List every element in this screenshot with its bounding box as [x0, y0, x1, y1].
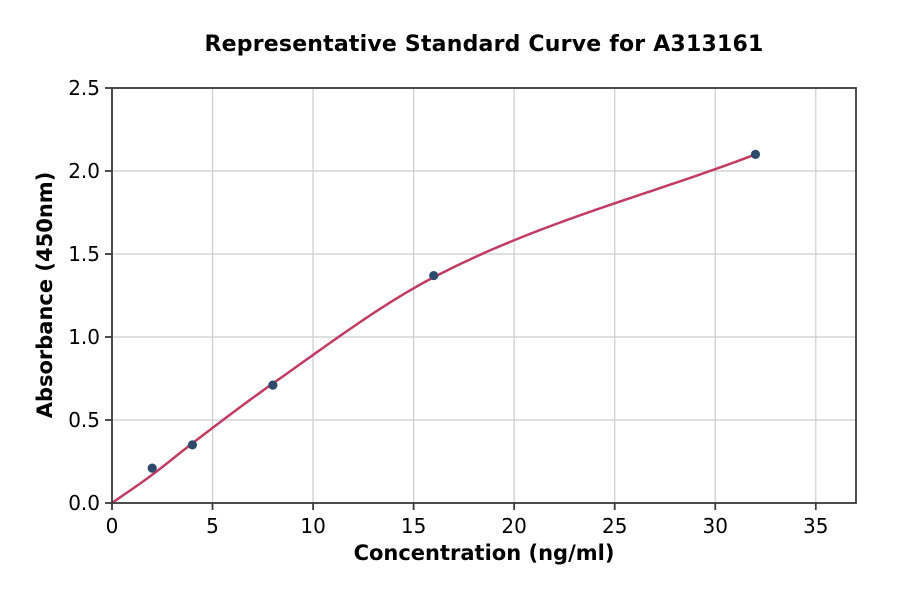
y-tick-label: 0.0 — [68, 491, 100, 515]
x-axis-label: Concentration (ng/ml) — [353, 541, 615, 565]
data-point — [268, 380, 278, 390]
x-tick-label: 35 — [803, 514, 828, 538]
y-tick-label: 2.5 — [68, 76, 100, 100]
x-tick-label: 0 — [106, 514, 119, 538]
data-point — [429, 270, 439, 281]
x-tick-label: 25 — [602, 514, 627, 538]
standard-curve-line — [110, 153, 757, 505]
x-tick-label: 20 — [501, 514, 526, 538]
x-tick-label: 15 — [401, 514, 426, 538]
y-tick-label: 0.5 — [68, 408, 100, 432]
x-tick-label: 30 — [703, 514, 728, 538]
plot-border — [111, 87, 857, 504]
x-tick-label: 10 — [300, 514, 325, 538]
data-point — [750, 149, 761, 159]
chart-title: Representative Standard Curve for A31316… — [204, 32, 764, 57]
y-tick-label: 1.5 — [68, 242, 100, 266]
x-tick-label: 5 — [206, 514, 219, 538]
data-point — [187, 440, 198, 450]
y-tick-label: 1.0 — [68, 325, 100, 349]
y-tick-label: 2.0 — [68, 159, 100, 183]
y-axis-label: Absorbance (450nm) — [33, 171, 57, 419]
data-point — [147, 463, 157, 473]
